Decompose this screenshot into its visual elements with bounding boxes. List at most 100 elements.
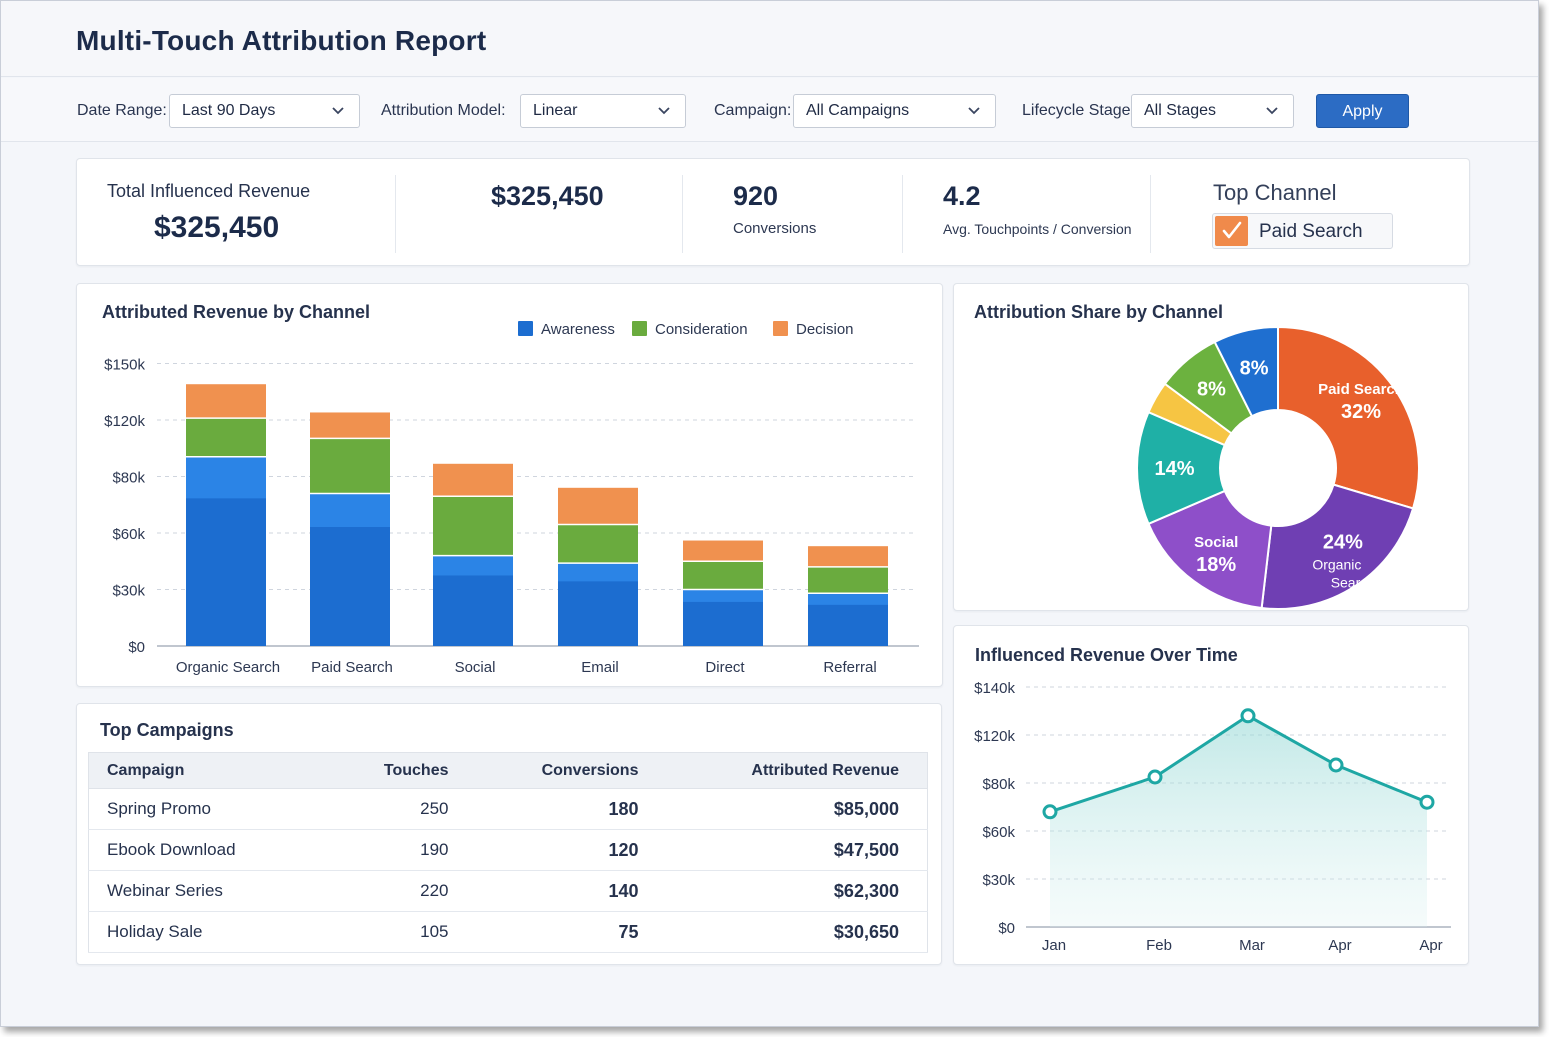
bar-segment [683,561,763,590]
revenue-cell: $62,300 [666,870,928,912]
top-channel-name: Paid Search [1259,221,1363,242]
data-point [1042,804,1058,820]
bar-segment [558,524,638,564]
bar-segment-highlight [558,563,638,582]
x-tick-label: Apr [1328,937,1351,954]
slice-value-label: 8% [1197,379,1226,401]
bar-chart: $0 $30k $60k $80k $120k $150k Awareness Conside… [104,321,919,676]
data-point [1240,708,1256,724]
bar-segment-highlight [186,456,266,499]
x-tick-label: Mar [1239,937,1265,954]
total-revenue-label: Total Influenced Revenue [107,181,311,201]
apply-button[interactable]: Apply [1316,94,1409,128]
lifecycle-stage-label: Lifecycle Stage: [1022,102,1135,119]
x-tick-label: Organic Search [176,659,280,676]
date-range-label: Date Range: [77,102,167,119]
donut-chart-title: Attribution Share by Channel [974,302,1224,322]
slice-label: Paid Search [1318,381,1404,398]
legend-swatch [518,321,533,336]
y-tick-label: $120k [974,728,1015,745]
data-point [1419,794,1435,810]
title-bar: Multi-Touch Attribution Report [1,1,1538,77]
bar-segment-highlight [808,593,888,605]
legend-swatch [632,321,647,336]
x-tick-label: Referral [823,659,876,676]
x-tick-label: Feb [1146,937,1172,954]
legend-swatch [773,321,788,336]
slice-value-label: 8% [1240,357,1269,379]
bar-segment [808,546,888,567]
table-header-row: Campaign Touches Conversions Attributed … [88,752,928,789]
x-tick-label: Apr [1419,937,1442,954]
bar-segment [186,418,266,457]
y-tick-label: $80k [982,776,1015,793]
campaign-name: Ebook Download [88,829,332,871]
bar-segment-highlight [433,555,513,576]
attribution-model-select[interactable]: Linear [520,94,686,128]
data-point [1147,769,1163,785]
bar-segment [683,540,763,562]
conversions-cell: 120 [476,829,667,871]
donut-slice [1277,325,1420,510]
y-tick-label: $60k [112,526,145,543]
campaign-value: All Campaigns [806,102,910,119]
attribution-model-value: Linear [533,102,578,119]
table-row[interactable]: Ebook Download 190 120 $47,500 [88,829,928,871]
kpi-divider [1150,175,1151,253]
bar-segment [310,412,390,439]
touchpoints-value: 4.2 [943,181,981,211]
column-header-touches[interactable]: Touches [331,752,477,789]
conversions-cell: 180 [476,788,667,830]
legend-label: Consideration [655,321,748,338]
total-revenue-value: $325,450 [154,211,280,244]
y-tick-label: $0 [998,920,1015,937]
date-range-select[interactable]: Last 90 Days [169,94,360,128]
line-chart: $0 $30k $60k $80k $120k $140k Jan Feb Mar Apr Apr [974,680,1451,954]
campaign-name: Webinar Series [88,870,332,912]
chevron-down-icon [968,107,980,115]
bar-segment [433,463,513,497]
touches-cell: 190 [331,829,477,871]
table-row[interactable]: Spring Promo 250 180 $85,000 [88,788,928,830]
line-chart-title: Influenced Revenue Over Time [975,645,1238,665]
column-header-revenue[interactable]: Attributed Revenue [666,752,928,789]
column-header-conversions[interactable]: Conversions [476,752,667,789]
top-channel-badge: Paid Search [1212,213,1393,249]
slice-value-label: 24% [1323,531,1363,553]
kpi-divider [682,175,683,253]
page-title: Multi-Touch Attribution Report [76,25,487,56]
y-tick-label: $30k [112,583,145,600]
conversions-value: 920 [733,181,779,211]
y-tick-label: $150k [104,357,145,374]
attribution-model-label: Attribution Model: [381,102,506,119]
data-point [1328,757,1344,773]
revenue-over-time-card: Influenced Revenue Over Time $0 $30k $60k $… [953,625,1469,965]
slice-label: Organic [1312,556,1361,572]
campaign-name: Spring Promo [88,788,332,830]
conversions-label: Conversions [733,220,817,237]
area-fill [1050,715,1427,927]
table-row[interactable]: Holiday Sale 105 75 $30,650 [88,911,928,953]
slice-value-label: 14% [1154,458,1194,480]
x-tick-label: Paid Search [311,659,393,676]
slice-value-label: 18% [1196,554,1236,576]
conversions-cell: 140 [476,870,667,912]
kpi-card: Total Influenced Revenue $325,450 $325,4… [76,158,1470,266]
y-tick-label: $0 [128,639,145,656]
check-icon [1215,216,1248,246]
donut-chart: Paid Search 32% 24% Organic Search Social 18% 1… [1136,325,1420,610]
y-tick-label: $140k [974,680,1015,697]
table-row[interactable]: Webinar Series 220 140 $62,300 [88,870,928,912]
lifecycle-stage-select[interactable]: All Stages [1131,94,1294,128]
campaign-label: Campaign: [714,102,792,119]
campaign-select[interactable]: All Campaigns [793,94,996,128]
revenue-cell: $30,650 [666,911,928,953]
chevron-down-icon [332,107,344,115]
y-tick-label: $30k [982,872,1015,889]
bar-segment-highlight [310,493,390,528]
column-header-campaign[interactable]: Campaign [88,752,332,789]
kpi-divider [395,175,396,253]
x-tick-label: Direct [705,659,745,676]
top-channel-label: Top Channel [1213,180,1337,205]
